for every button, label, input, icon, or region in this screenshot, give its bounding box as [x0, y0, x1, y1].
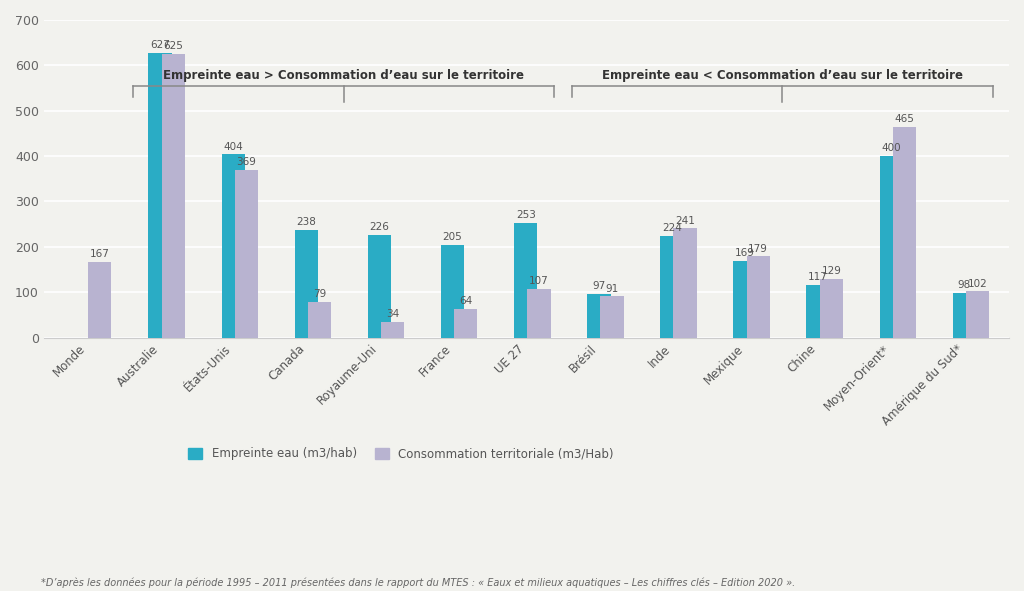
Text: 64: 64 — [459, 296, 472, 306]
Bar — [148, 53, 172, 337]
Text: 117: 117 — [808, 272, 828, 282]
Bar — [441, 245, 464, 337]
Bar — [295, 230, 318, 337]
Bar — [381, 322, 404, 337]
Text: 404: 404 — [223, 142, 243, 151]
Text: *D’après les données pour la période 1995 – 2011 présentées dans le rapport du M: *D’après les données pour la période 199… — [41, 577, 796, 588]
Text: 627: 627 — [151, 40, 170, 50]
Text: Empreinte eau < Consommation d’eau sur le territoire: Empreinte eau < Consommation d’eau sur l… — [602, 69, 963, 82]
Text: 91: 91 — [605, 284, 618, 294]
Bar — [733, 261, 757, 337]
Bar — [368, 235, 391, 337]
Text: 169: 169 — [735, 248, 755, 258]
Bar — [600, 296, 624, 337]
Bar — [807, 284, 829, 337]
Bar — [880, 156, 903, 337]
Text: Empreinte eau > Consommation d’eau sur le territoire: Empreinte eau > Consommation d’eau sur l… — [163, 69, 524, 82]
Bar — [308, 302, 331, 337]
Bar — [162, 54, 185, 337]
Bar — [966, 291, 989, 337]
Text: 369: 369 — [237, 157, 256, 167]
Bar — [221, 154, 245, 337]
Bar — [674, 228, 696, 337]
Bar — [819, 279, 843, 337]
Text: 79: 79 — [313, 289, 326, 299]
Bar — [587, 294, 610, 337]
Legend: Empreinte eau (m3/hab), Consommation territoriale (m3/Hab): Empreinte eau (m3/hab), Consommation ter… — [183, 443, 618, 465]
Bar — [514, 223, 538, 337]
Bar — [454, 309, 477, 337]
Bar — [527, 289, 551, 337]
Text: 167: 167 — [89, 249, 110, 259]
Text: 179: 179 — [749, 243, 768, 254]
Bar — [952, 293, 976, 337]
Text: 226: 226 — [370, 222, 389, 232]
Bar — [893, 126, 916, 337]
Text: 253: 253 — [516, 210, 536, 220]
Text: 241: 241 — [675, 216, 695, 226]
Text: 238: 238 — [296, 217, 316, 227]
Text: 224: 224 — [662, 223, 682, 233]
Text: 34: 34 — [386, 310, 399, 320]
Text: 625: 625 — [164, 41, 183, 51]
Bar — [234, 170, 258, 337]
Text: 129: 129 — [821, 267, 842, 277]
Bar — [88, 262, 112, 337]
Bar — [660, 236, 684, 337]
Text: 400: 400 — [882, 144, 901, 154]
Text: 205: 205 — [442, 232, 463, 242]
Text: 98: 98 — [957, 280, 971, 290]
Text: 465: 465 — [895, 114, 914, 124]
Bar — [746, 256, 770, 337]
Text: 102: 102 — [968, 278, 987, 288]
Text: 107: 107 — [529, 277, 549, 286]
Text: 97: 97 — [592, 281, 605, 291]
